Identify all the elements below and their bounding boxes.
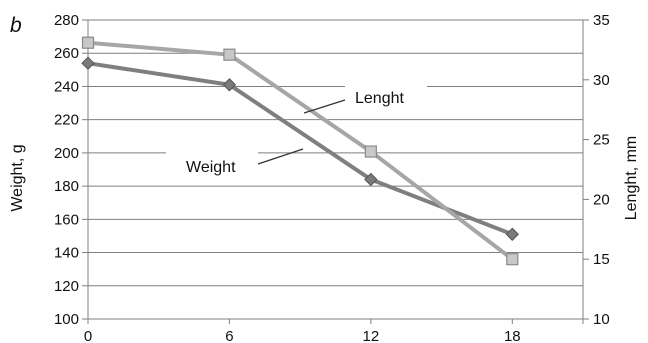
weight-point <box>222 78 237 92</box>
y-tick-label: 220 <box>54 112 79 129</box>
y-tick-label: 100 <box>54 311 79 328</box>
y-tick-label: 260 <box>54 45 79 62</box>
y-tick-labels: 100 120 140 160 180 200 220 240 260 280 <box>54 12 79 328</box>
x-tick-label: 12 <box>363 328 380 343</box>
lenght-point <box>81 36 95 49</box>
axes <box>82 19 589 324</box>
y2-tick-labels: 10 15 20 25 30 35 <box>593 12 610 328</box>
x-tick-label: 18 <box>504 328 521 343</box>
y2-tick-label: 25 <box>593 132 610 149</box>
y2-tick-label: 15 <box>593 251 610 268</box>
panel-label: b <box>10 14 22 37</box>
lenght-point <box>364 145 377 158</box>
y2-tick-label: 20 <box>593 191 610 208</box>
y-axis-title: Weight, g <box>9 144 26 211</box>
lenght-point <box>506 253 519 266</box>
weight-point <box>81 56 95 70</box>
length-series-label: Lenght <box>355 90 404 107</box>
y-tick-label: 240 <box>54 78 79 95</box>
y2-tick-label: 30 <box>593 72 610 89</box>
x-tick-label: 6 <box>225 328 233 343</box>
y-tick-label: 120 <box>54 278 79 295</box>
weight-label-leader <box>257 148 304 165</box>
series-annotations: Weight Lenght <box>166 83 427 182</box>
x-tick-labels: 0 6 12 18 <box>84 328 521 343</box>
lenght-series-line <box>87 40 514 261</box>
series-markers <box>81 36 519 266</box>
weight-point <box>505 227 519 241</box>
y-tick-label: 140 <box>54 245 79 262</box>
length-label-background <box>345 83 427 111</box>
y2-tick-label: 35 <box>593 12 610 29</box>
series-lines <box>87 40 514 261</box>
y-tick-label: 200 <box>54 145 79 162</box>
x-tick-label: 0 <box>84 328 92 343</box>
grid-lines <box>88 19 583 287</box>
y2-tick-label: 10 <box>593 311 610 328</box>
y-tick-label: 280 <box>54 12 79 29</box>
weight-label-background <box>166 150 258 182</box>
length-label-leader <box>303 99 346 114</box>
weight-series-label: Weight <box>186 159 236 176</box>
y2-axis-title: Lenght, mm <box>623 136 640 220</box>
y-tick-label: 160 <box>54 211 79 228</box>
lenght-point <box>223 48 236 61</box>
weight-point <box>364 172 378 187</box>
y-tick-label: 180 <box>54 178 79 195</box>
